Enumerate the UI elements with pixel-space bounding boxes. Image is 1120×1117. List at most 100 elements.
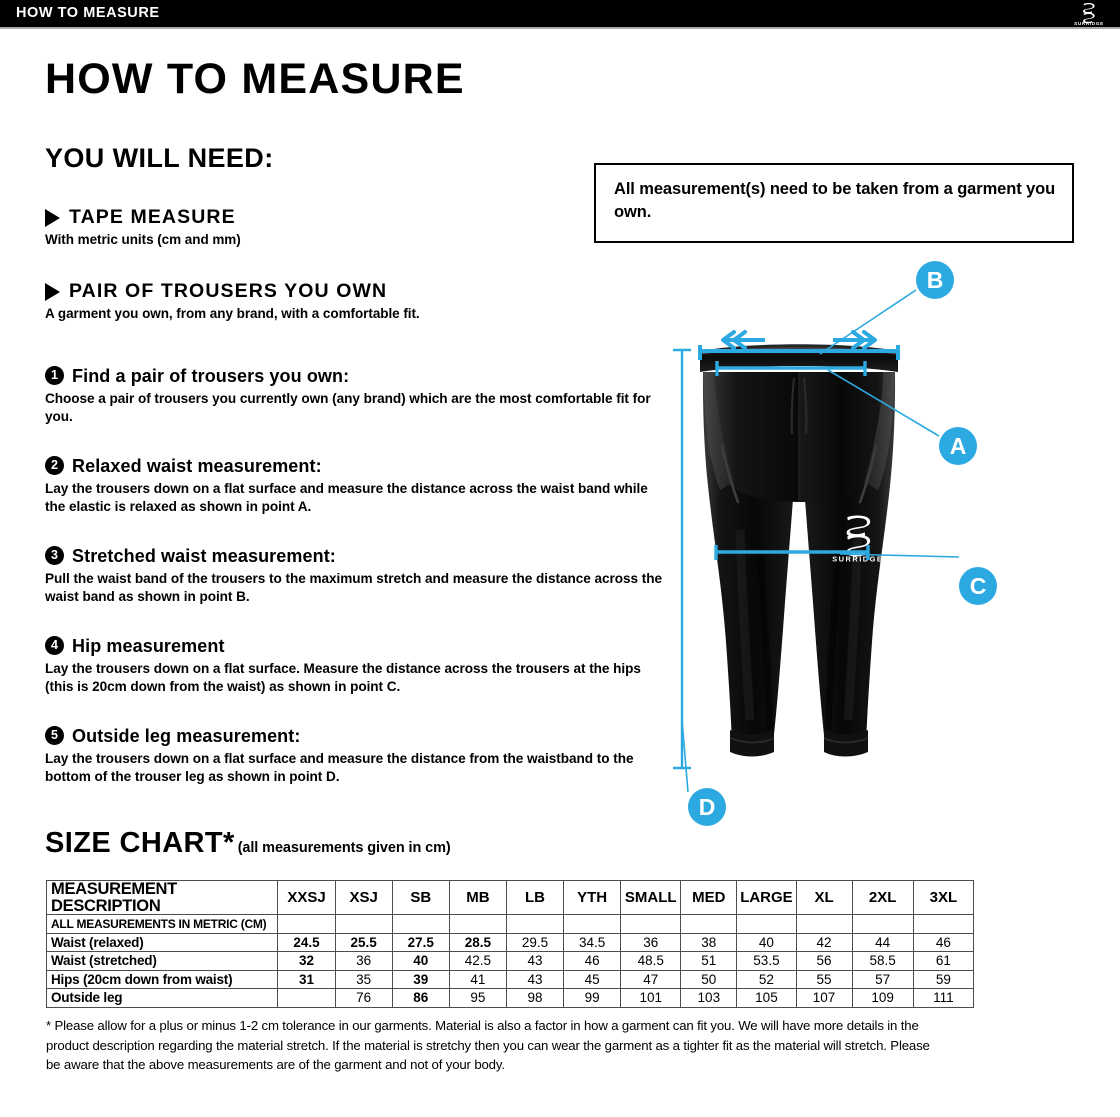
cell (277, 988, 336, 1008)
cell: 39 (391, 969, 450, 990)
cell: 86 (391, 988, 450, 1008)
step-number-badge: 1 (45, 366, 64, 385)
cell (505, 914, 565, 934)
cell (620, 914, 682, 934)
cell: 31 (277, 969, 336, 990)
cell: 27.5 (391, 932, 450, 953)
cell: 103 (680, 988, 738, 1008)
cell: 95 (448, 988, 507, 1008)
step-number-badge: 2 (45, 456, 64, 475)
cell: 25.5 (334, 932, 393, 953)
col-header-sb: SB (391, 880, 450, 915)
step-number-badge: 5 (45, 726, 64, 745)
step-body: Pull the waist band of the trousers to t… (45, 571, 662, 604)
cell: 105 (736, 988, 797, 1008)
cell: 40 (391, 951, 450, 971)
cell: 98 (505, 988, 565, 1008)
col-header-xxsj: XXSJ (277, 880, 336, 915)
table-row: ALL MEASUREMENTS IN METRIC (CM) (45, 914, 975, 934)
row-label: ALL MEASUREMENTS IN METRIC (CM) (45, 914, 279, 934)
need-item-title: PAIR OF TROUSERS YOU OWN (69, 280, 388, 302)
cell: 32 (277, 951, 336, 971)
cell: 59 (912, 969, 975, 990)
measurement-guides (673, 289, 960, 793)
cell: 55 (795, 969, 853, 990)
col-header-med: MED (680, 880, 738, 915)
trousers-measurement-diagram: SURRIDGE (660, 250, 1100, 850)
cell: 44 (851, 932, 914, 953)
table-row: Outside leg 76 86 95 98 99 101 103 105 1… (45, 988, 975, 1008)
cell: 109 (851, 988, 914, 1008)
callout-badge-a: A (939, 427, 977, 465)
cell: 36 (334, 951, 393, 971)
need-item-title: TAPE MEASURE (69, 206, 236, 228)
cell: 28.5 (448, 932, 507, 953)
step-number-badge: 3 (45, 546, 64, 565)
step-body: Choose a pair of trousers you currently … (45, 391, 651, 424)
table-row: Waist (relaxed) 24.5 25.5 27.5 28.5 29.5… (45, 932, 975, 953)
step-5: 5 Outside leg measurement: Lay the trous… (45, 726, 665, 786)
size-chart-subtitle: (all measurements given in cm) (237, 840, 451, 856)
col-header-large: LARGE (736, 880, 797, 915)
triangle-bullet-icon (45, 208, 60, 227)
callout-badge-d: D (688, 788, 726, 826)
cell: 50 (680, 969, 738, 990)
col-header-yth: YTH (563, 880, 622, 915)
col-header-small: SMALL (620, 880, 682, 915)
step-body: Lay the trousers down on a flat surface … (45, 751, 634, 784)
col-header-mb: MB (448, 880, 507, 915)
col-header-description: MEASUREMENT DESCRIPTION (45, 880, 279, 915)
measurement-note-box: All measurement(s) need to be taken from… (594, 163, 1074, 243)
cell: 58.5 (851, 951, 914, 971)
top-header-title: HOW TO MEASURE (16, 5, 160, 21)
cell: 51 (680, 951, 738, 971)
cell: 101 (620, 988, 682, 1008)
cell: 24.5 (277, 932, 336, 953)
cell: 46 (912, 932, 975, 953)
table-row: Hips (20cm down from waist) 31 35 39 41 … (45, 969, 975, 990)
callout-label-b: B (927, 267, 944, 293)
step-1: 1 Find a pair of trousers you own: Choos… (45, 366, 665, 426)
size-chart-table: MEASUREMENT DESCRIPTION XXSJ XSJ SB MB L… (45, 880, 975, 1008)
svg-text:SURRIDGE: SURRIDGE (832, 554, 883, 563)
row-label: Hips (20cm down from waist) (45, 969, 279, 990)
cell (334, 914, 393, 934)
step-number-badge: 4 (45, 636, 64, 655)
size-chart-heading: SIZE CHART * (all measurements given in cm… (45, 829, 451, 858)
step-title: Stretched waist measurement: (72, 545, 336, 566)
cell: 45 (563, 969, 622, 990)
cell (680, 914, 738, 934)
col-header-2xl: 2XL (851, 880, 914, 915)
step-body: Lay the trousers down on a flat surface … (45, 481, 648, 514)
cell: 41 (448, 969, 507, 990)
cell: 111 (912, 988, 975, 1008)
cell: 61 (912, 951, 975, 971)
you-will-need-heading: YOU WILL NEED: (45, 143, 274, 173)
header-divider (0, 27, 1120, 29)
cell (448, 914, 507, 934)
svg-text:SURRIDGE: SURRIDGE (1074, 21, 1104, 26)
cell: 29.5 (505, 932, 565, 953)
cell: 47 (620, 969, 682, 990)
callout-label-d: D (699, 794, 716, 820)
callout-badge-c: C (959, 567, 997, 605)
step-title: Hip measurement (72, 635, 225, 656)
cell: 43 (505, 969, 565, 990)
cell: 43 (505, 951, 565, 971)
cell (795, 914, 853, 934)
cell: 76 (334, 988, 393, 1008)
row-label: Waist (relaxed) (45, 932, 279, 953)
cell: 57 (851, 969, 914, 990)
row-label: Waist (stretched) (45, 951, 279, 971)
col-header-xl: XL (795, 880, 853, 915)
need-item-subtitle: With metric units (cm and mm) (45, 231, 241, 247)
cell: 99 (563, 988, 622, 1008)
step-4: 4 Hip measurement Lay the trousers down … (45, 636, 665, 696)
cell: 42 (795, 932, 853, 953)
step-title: Relaxed waist measurement: (72, 455, 322, 476)
cell: 107 (795, 988, 853, 1008)
cell: 38 (680, 932, 738, 953)
cell (851, 914, 914, 934)
cell (277, 914, 336, 934)
col-header-3xl: 3XL (912, 880, 975, 915)
